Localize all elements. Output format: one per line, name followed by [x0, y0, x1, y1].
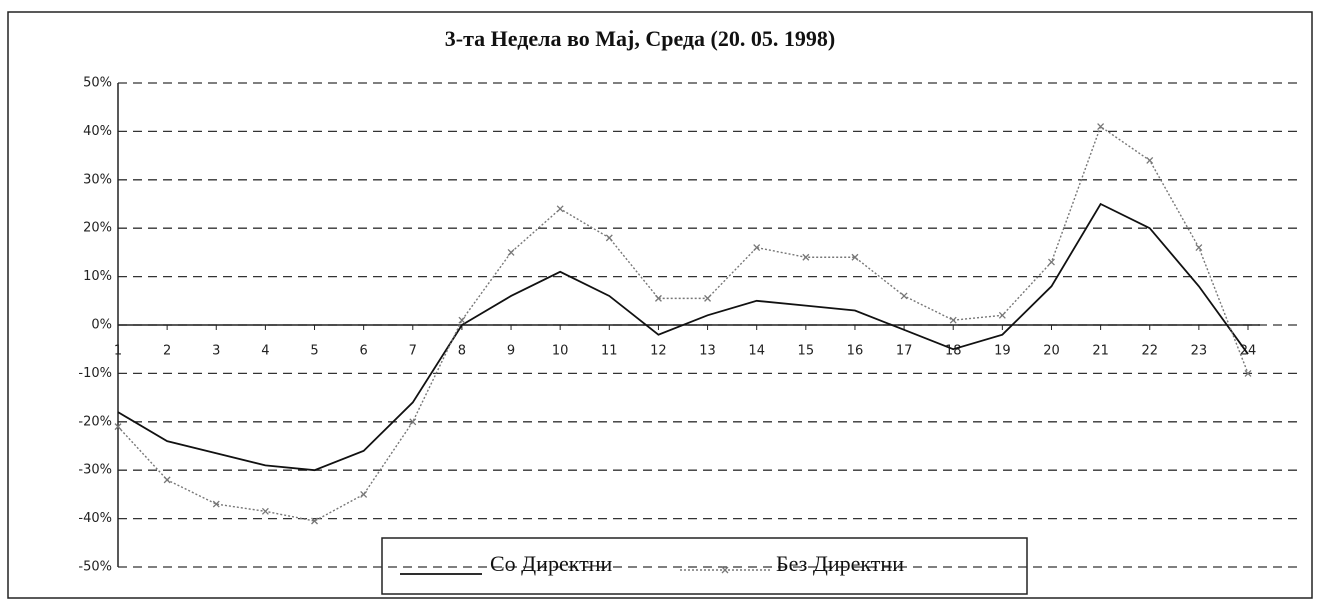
x-tick-label: 11 — [601, 344, 618, 359]
x-tick-label: 1 — [114, 344, 122, 359]
series-marker — [753, 244, 761, 252]
x-tick-label: 7 — [409, 344, 417, 359]
series-marker — [507, 248, 515, 256]
y-tick-label: 0% — [91, 318, 112, 333]
chart-frame — [7, 11, 1313, 599]
y-tick-label: -40% — [78, 511, 112, 526]
y-tick-label: 10% — [83, 269, 112, 284]
series-marker — [311, 517, 318, 525]
chart-title: 3-та Недела во Мај, Среда (20. 05. 1998) — [445, 26, 835, 51]
x-tick-label: 16 — [847, 344, 864, 359]
series-marker — [654, 294, 662, 302]
x-tick-label: 15 — [798, 344, 815, 359]
x-tick-label: 14 — [748, 344, 765, 359]
series-marker — [1097, 123, 1105, 131]
series-marker — [409, 418, 417, 426]
y-tick-label: -50% — [78, 560, 112, 575]
series-marker — [261, 507, 269, 515]
x-tick-label: 2 — [163, 344, 171, 359]
x-tick-label: 17 — [896, 344, 913, 359]
y-tick-label: 20% — [83, 221, 112, 236]
series-line — [117, 202, 1249, 472]
series-marker — [704, 294, 712, 302]
x-tick-label: 13 — [699, 344, 716, 359]
series-marker — [1195, 244, 1203, 252]
legend-label: Без Директни — [776, 551, 904, 576]
x-tick-label: 20 — [1043, 344, 1060, 359]
x-tick-label: 12 — [650, 344, 667, 359]
series-marker — [802, 253, 810, 261]
x-tick-label: 8 — [458, 344, 466, 359]
series-marker — [1146, 156, 1154, 164]
series-marker — [1244, 369, 1252, 377]
series-marker — [163, 476, 171, 484]
series-marker — [605, 234, 613, 242]
y-tick-label: -10% — [78, 366, 112, 381]
series-marker — [114, 423, 122, 431]
y-tick-label: 40% — [83, 124, 112, 139]
legend-label: Со Директни — [490, 551, 613, 576]
x-tick-label: 10 — [552, 344, 569, 359]
series-marker — [556, 205, 564, 213]
x-tick-label: 4 — [261, 344, 269, 359]
x-tick-label: 21 — [1092, 344, 1109, 359]
series-marker — [900, 292, 908, 300]
series-marker — [851, 253, 859, 261]
x-tick-label: 23 — [1191, 344, 1208, 359]
y-tick-label: 50% — [83, 76, 112, 91]
x-tick-label: 22 — [1141, 344, 1158, 359]
series-marker — [949, 316, 957, 324]
y-tick-label: -20% — [78, 414, 112, 429]
x-tick-label: 5 — [310, 344, 318, 359]
legend-marker — [721, 566, 729, 574]
series-line — [117, 125, 1249, 522]
y-tick-label: -30% — [78, 463, 112, 478]
x-tick-label: 19 — [994, 344, 1011, 359]
x-tick-label: 3 — [212, 344, 220, 359]
x-tick-label: 6 — [360, 344, 368, 359]
series-marker — [360, 490, 368, 498]
series-marker — [212, 500, 220, 508]
x-tick-label: 18 — [945, 344, 962, 359]
series-marker — [998, 311, 1006, 319]
y-tick-label: 30% — [83, 172, 112, 187]
x-tick-label: 9 — [507, 344, 515, 359]
legend — [381, 537, 1028, 595]
series-marker — [458, 316, 466, 324]
series-marker — [1048, 258, 1055, 266]
